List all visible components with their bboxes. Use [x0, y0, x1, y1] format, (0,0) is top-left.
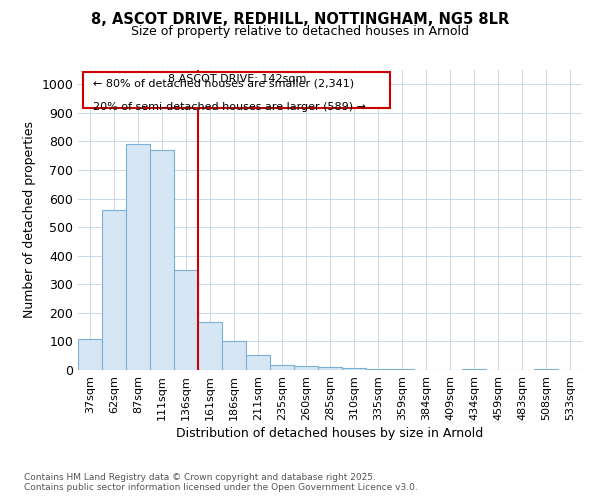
Text: ← 80% of detached houses are smaller (2,341): ← 80% of detached houses are smaller (2,… — [93, 78, 354, 88]
Bar — [222, 342, 246, 370]
Bar — [102, 210, 126, 370]
Bar — [366, 368, 390, 370]
Bar — [342, 368, 366, 370]
Text: 8 ASCOT DRIVE: 142sqm: 8 ASCOT DRIVE: 142sqm — [167, 74, 306, 85]
Bar — [78, 338, 102, 370]
Bar — [126, 144, 150, 370]
Y-axis label: Number of detached properties: Number of detached properties — [23, 122, 36, 318]
Bar — [534, 368, 558, 370]
Bar — [294, 366, 318, 370]
Text: Contains HM Land Registry data © Crown copyright and database right 2025.: Contains HM Land Registry data © Crown c… — [24, 472, 376, 482]
Bar — [174, 270, 198, 370]
X-axis label: Distribution of detached houses by size in Arnold: Distribution of detached houses by size … — [176, 427, 484, 440]
Bar — [198, 322, 222, 370]
Bar — [318, 368, 342, 370]
Bar — [462, 369, 486, 370]
Bar — [270, 365, 294, 370]
Bar — [150, 150, 174, 370]
FancyBboxPatch shape — [83, 72, 391, 108]
Text: 8, ASCOT DRIVE, REDHILL, NOTTINGHAM, NG5 8LR: 8, ASCOT DRIVE, REDHILL, NOTTINGHAM, NG5… — [91, 12, 509, 28]
Text: Size of property relative to detached houses in Arnold: Size of property relative to detached ho… — [131, 25, 469, 38]
Bar — [246, 355, 270, 370]
Text: Contains public sector information licensed under the Open Government Licence v3: Contains public sector information licen… — [24, 484, 418, 492]
Text: 20% of semi-detached houses are larger (589) →: 20% of semi-detached houses are larger (… — [93, 102, 366, 113]
